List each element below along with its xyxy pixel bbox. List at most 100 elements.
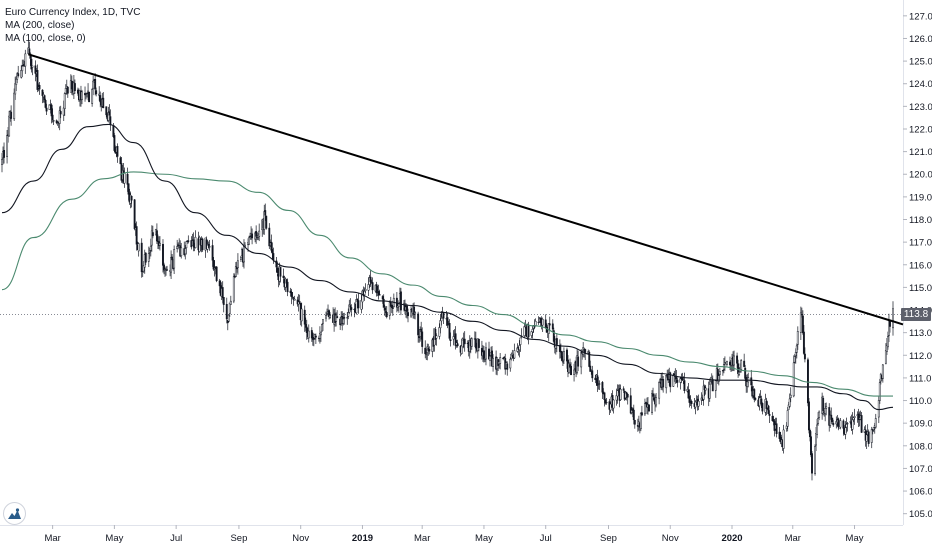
candle-body xyxy=(878,382,881,401)
chart-legend: Euro Currency Index, 1D, TVC MA (200, cl… xyxy=(5,6,140,45)
candle-body xyxy=(407,312,409,317)
candle-body xyxy=(211,245,214,261)
candle-body xyxy=(640,412,643,416)
candle-body xyxy=(30,58,33,70)
candle-body xyxy=(509,358,512,369)
y-tick-label: 113.0 xyxy=(909,328,932,339)
candle-body xyxy=(726,360,728,365)
candle-body xyxy=(589,365,592,372)
candle-body xyxy=(523,326,526,337)
ma100-line xyxy=(1,123,894,411)
candle-body xyxy=(13,92,16,120)
candle-body xyxy=(249,235,252,238)
logo-icon xyxy=(8,508,21,519)
candle-body xyxy=(314,335,317,338)
candle-body xyxy=(56,121,59,123)
candle-body xyxy=(1,159,3,165)
candle-body xyxy=(342,318,345,324)
candle-body xyxy=(561,361,564,363)
candle-body xyxy=(319,331,322,336)
candle-body xyxy=(388,302,391,316)
candle-body xyxy=(95,90,98,95)
candle-body xyxy=(601,382,604,393)
candle-body xyxy=(347,312,350,317)
candle-body xyxy=(322,319,324,324)
candle-body xyxy=(768,414,771,416)
candle-body xyxy=(286,281,289,293)
candle-body xyxy=(91,89,94,104)
candle-body xyxy=(148,250,151,253)
candle-body xyxy=(603,392,606,400)
candle-body xyxy=(822,397,825,411)
candle-body xyxy=(872,427,875,430)
candle-body xyxy=(853,416,856,418)
candle-body xyxy=(474,338,477,349)
candle-body xyxy=(842,420,845,429)
candle-body xyxy=(782,429,785,449)
candle-body xyxy=(544,319,547,328)
candle-body xyxy=(818,411,821,418)
candle-body xyxy=(874,418,877,428)
x-tick-label: May xyxy=(475,533,493,544)
candle-body xyxy=(127,183,130,195)
candle-body xyxy=(184,248,187,255)
candle-body xyxy=(265,215,268,229)
candle-body xyxy=(537,321,540,324)
candle-body xyxy=(105,106,108,116)
candle-body xyxy=(736,355,739,364)
last-price-tag: 113.8 xyxy=(901,308,931,322)
candle-body xyxy=(335,314,338,322)
candle-body xyxy=(531,329,534,333)
candle-body xyxy=(232,276,235,302)
candle-body xyxy=(102,97,105,109)
candle-body xyxy=(325,315,327,319)
candle-body xyxy=(321,324,323,332)
x-tick-label: Nov xyxy=(292,533,309,544)
candle-body xyxy=(761,403,764,412)
candle-body xyxy=(865,434,868,442)
candle-body xyxy=(201,238,204,251)
candle-body xyxy=(622,388,625,391)
candle-body xyxy=(170,257,173,273)
candle-body xyxy=(802,331,805,354)
candle-body xyxy=(672,374,675,387)
x-tick-label: Jul xyxy=(540,533,552,544)
candle-body xyxy=(800,314,803,316)
x-tick-label: Mar xyxy=(414,533,430,544)
candle-body xyxy=(718,371,721,375)
candle-body xyxy=(399,291,402,311)
candle-body xyxy=(86,92,88,95)
tradingview-logo[interactable] xyxy=(3,502,26,525)
candle-body xyxy=(50,104,53,117)
candle-body xyxy=(17,73,20,77)
candle-body xyxy=(573,369,576,375)
candle-body xyxy=(449,339,452,341)
candle-body xyxy=(803,353,806,360)
candle-body xyxy=(619,389,622,400)
candle-body xyxy=(51,114,54,121)
candle-body xyxy=(483,350,485,360)
candle-body xyxy=(113,135,116,151)
candle-body xyxy=(391,307,394,309)
candle-body xyxy=(3,150,5,158)
candle-body xyxy=(346,317,349,319)
candle-body xyxy=(759,396,762,398)
candle-body xyxy=(786,410,789,427)
candle-body xyxy=(264,210,267,216)
candle-body xyxy=(52,120,55,122)
candle-body xyxy=(485,347,487,360)
candle-body xyxy=(477,338,480,348)
candle-body xyxy=(130,195,133,201)
candle-body xyxy=(185,241,188,249)
y-tick-label: 108.0 xyxy=(909,441,932,452)
candle-body xyxy=(300,308,303,322)
candle-body xyxy=(456,343,459,347)
candle-body xyxy=(886,336,889,348)
candle-body xyxy=(580,352,583,368)
candle-body xyxy=(658,382,661,399)
candle-body xyxy=(629,395,632,414)
candle-body xyxy=(137,243,140,252)
candle-body xyxy=(64,87,67,94)
